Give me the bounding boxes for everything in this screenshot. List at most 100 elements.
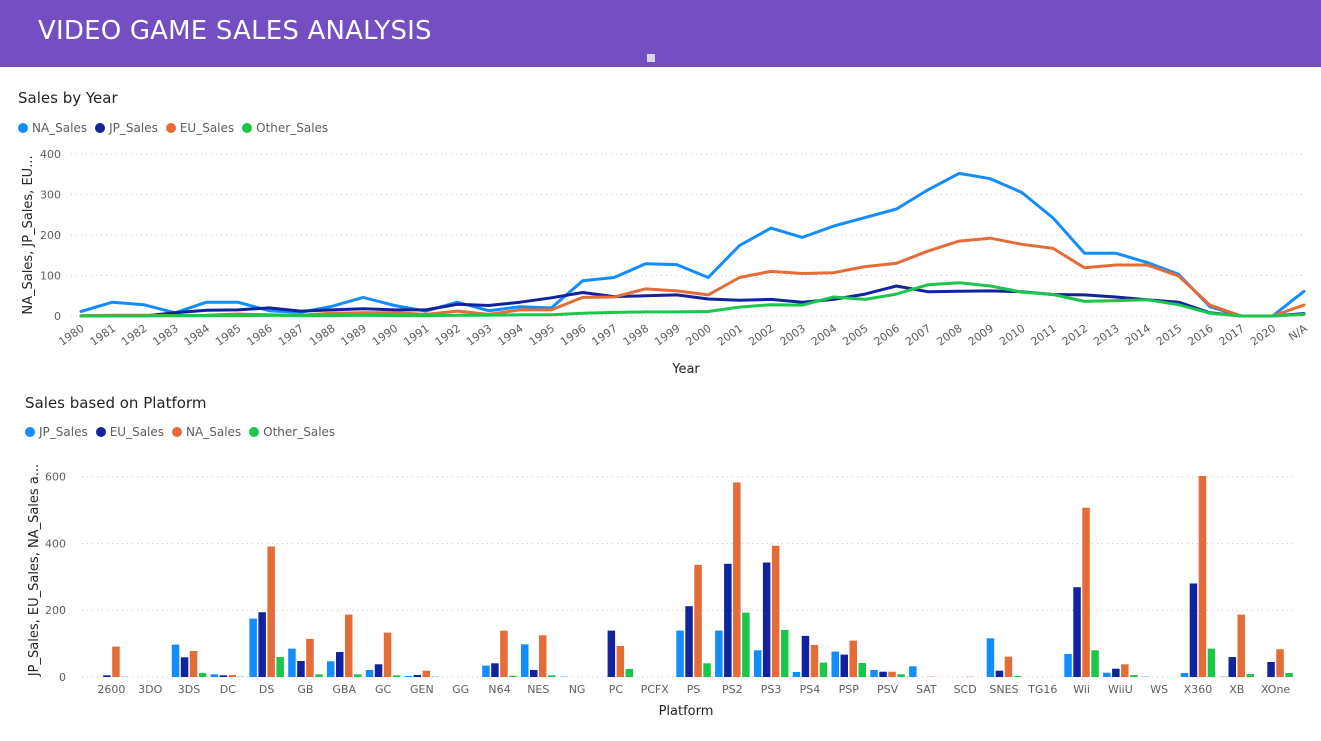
y-tick-label: 200 <box>40 229 61 242</box>
x-tick-label: 2009 <box>966 322 996 349</box>
bar-chart-sales-by-platform[interactable]: 0 200 400 600 2600 3DO 3DS DC DS GB GBA GC GEN GG N64 N… <box>0 450 1321 730</box>
x-tick-label: 1983 <box>150 322 180 349</box>
legend-sales-by-platform[interactable]: JP_Sales EU_Sales NA_Sales Other_Sales <box>25 425 335 439</box>
y-axis-title: JP_Sales, EU_Sales, NA_Sales a... <box>27 464 42 677</box>
x-tick-label: XOne <box>1261 683 1290 696</box>
bar <box>306 638 314 677</box>
bar <box>995 670 1004 677</box>
bar <box>1130 675 1138 677</box>
legend-item[interactable]: NA_Sales <box>172 425 241 439</box>
x-tick-label: GEN <box>410 683 434 696</box>
legend-label: JP_Sales <box>109 121 158 135</box>
x-tick-label: 1995 <box>527 322 557 349</box>
legend-item[interactable]: NA_Sales <box>18 121 87 135</box>
bar <box>509 675 517 677</box>
series-line <box>79 236 1306 318</box>
chart-title-sales-by-platform: Sales based on Platform <box>25 394 207 412</box>
x-tick-label: 1982 <box>119 322 149 349</box>
x-tick-label: 1999 <box>652 322 682 349</box>
bar <box>879 671 887 677</box>
x-tick-label: PC <box>609 683 624 696</box>
bar <box>753 650 762 677</box>
bar <box>1064 654 1072 677</box>
legend-item[interactable]: JP_Sales <box>95 121 158 135</box>
x-tick-label: 2015 <box>1154 322 1184 349</box>
bar <box>1237 614 1245 677</box>
bar <box>1207 648 1216 677</box>
x-tick-label: 2007 <box>903 322 933 349</box>
bar <box>715 630 723 677</box>
bar <box>986 638 995 677</box>
legend-swatch <box>172 427 183 437</box>
bar <box>345 614 353 677</box>
bar <box>694 564 702 677</box>
x-tick-label: N64 <box>488 683 510 696</box>
legend-item[interactable]: EU_Sales <box>95 425 165 439</box>
x-tick-label: 2003 <box>778 322 808 349</box>
legend-label: Other_Sales <box>256 121 329 135</box>
legend-item[interactable]: Other_Sales <box>242 121 328 135</box>
x-tick-label: 2002 <box>746 322 776 349</box>
x-tick-label: 2016 <box>1185 322 1215 349</box>
bar <box>171 644 180 677</box>
x-tick-label: 1981 <box>88 322 118 349</box>
x-tick-label: GG <box>452 683 469 696</box>
bar <box>297 661 305 677</box>
x-tick-label: 1987 <box>276 322 306 349</box>
x-tick-label: 2600 <box>97 683 125 696</box>
drag-handle-icon[interactable] <box>647 54 655 62</box>
x-tick-label: 1988 <box>307 322 337 349</box>
bar <box>909 666 917 677</box>
bar <box>548 675 556 677</box>
x-tick-label: PS4 <box>800 683 821 696</box>
legend-label: EU_Sales <box>179 121 235 135</box>
bar <box>413 675 422 677</box>
bar <box>288 648 296 677</box>
x-tick-label: 2005 <box>840 322 870 349</box>
legend-label: EU_Sales <box>109 425 165 439</box>
bar <box>801 635 810 677</box>
x-tick-label: GC <box>375 683 392 696</box>
bar <box>676 630 684 677</box>
legend-swatch <box>165 123 176 133</box>
legend-item[interactable]: EU_Sales <box>165 121 235 135</box>
x-tick-label: GBA <box>332 683 356 696</box>
bar <box>1246 674 1254 677</box>
y-tick-label: 100 <box>40 270 61 283</box>
bar <box>1198 476 1207 677</box>
bar <box>404 676 413 677</box>
y-tick-label: 400 <box>45 537 66 550</box>
bar <box>724 563 732 677</box>
bar <box>198 673 207 677</box>
legend-swatch <box>249 427 260 437</box>
bar <box>1103 672 1111 677</box>
x-tick-label: SNES <box>989 683 1018 696</box>
bar <box>840 654 848 677</box>
x-axis-title: Year <box>671 362 700 377</box>
x-tick-label: 2013 <box>1091 322 1121 349</box>
x-tick-label: 1984 <box>182 322 212 349</box>
bar <box>180 657 189 677</box>
x-tick-label: SAT <box>916 683 937 696</box>
bar <box>733 482 741 677</box>
x-tick-label: 1997 <box>589 322 619 349</box>
bar <box>1121 664 1129 677</box>
legend-item[interactable]: Other_Sales <box>249 425 335 439</box>
x-tick-label: 1992 <box>433 322 463 349</box>
x-tick-label: NES <box>527 683 549 696</box>
bar <box>685 606 693 677</box>
x-tick-label: 2011 <box>1028 322 1058 349</box>
bar <box>422 670 431 677</box>
x-tick-label: 2004 <box>809 322 839 349</box>
x-tick-label: 1998 <box>621 322 651 349</box>
legend-sales-by-year[interactable]: NA_Sales JP_Sales EU_Sales Other_Sales <box>18 121 328 135</box>
y-tick-label: 400 <box>40 148 61 161</box>
x-tick-label: 1991 <box>401 322 431 349</box>
y-tick-label: 200 <box>45 604 66 617</box>
y-tick-label: 0 <box>54 310 61 323</box>
bar <box>762 562 771 677</box>
bar <box>742 612 750 677</box>
legend-item[interactable]: JP_Sales <box>25 425 88 439</box>
chart-title-sales-by-year: Sales by Year <box>18 89 118 107</box>
